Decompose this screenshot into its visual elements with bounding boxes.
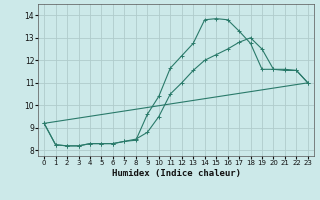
X-axis label: Humidex (Indice chaleur): Humidex (Indice chaleur) [111, 169, 241, 178]
